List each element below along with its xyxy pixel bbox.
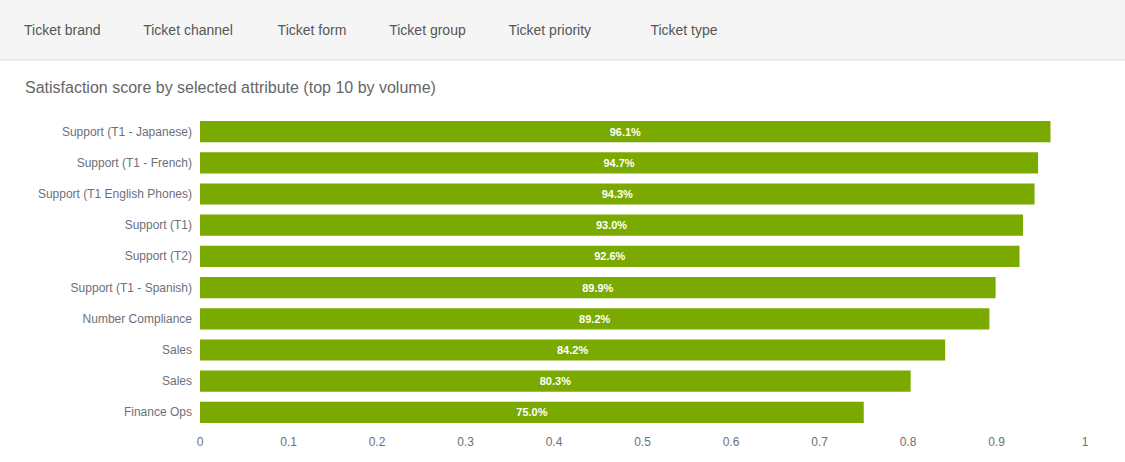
svg-text:89.2%: 89.2%	[579, 313, 610, 325]
svg-text:93.0%: 93.0%	[596, 219, 627, 231]
svg-text:0.3: 0.3	[457, 435, 474, 449]
svg-text:Finance Ops: Finance Ops	[124, 405, 192, 419]
svg-text:Ticket group: Ticket group	[389, 22, 466, 38]
svg-text:Satisfaction score by selected: Satisfaction score by selected attribute…	[25, 79, 436, 96]
svg-text:Support (T1): Support (T1)	[125, 218, 192, 232]
svg-text:Ticket priority: Ticket priority	[508, 22, 591, 38]
svg-text:75.0%: 75.0%	[516, 406, 547, 418]
svg-text:Ticket type: Ticket type	[650, 22, 717, 38]
svg-text:0.9: 0.9	[988, 435, 1005, 449]
svg-text:92.6%: 92.6%	[594, 250, 625, 262]
svg-text:Ticket form: Ticket form	[278, 22, 347, 38]
svg-text:94.3%: 94.3%	[602, 188, 633, 200]
svg-text:0.5: 0.5	[634, 435, 651, 449]
svg-text:0.2: 0.2	[369, 435, 386, 449]
svg-text:0.8: 0.8	[900, 435, 917, 449]
svg-text:89.9%: 89.9%	[582, 282, 613, 294]
svg-text:0: 0	[197, 435, 204, 449]
svg-text:0.6: 0.6	[723, 435, 740, 449]
svg-text:Sales: Sales	[162, 374, 192, 388]
svg-text:96.1%: 96.1%	[610, 126, 641, 138]
svg-text:Ticket channel: Ticket channel	[143, 22, 233, 38]
svg-text:0.4: 0.4	[546, 435, 563, 449]
svg-text:Ticket brand: Ticket brand	[24, 22, 101, 38]
svg-text:80.3%: 80.3%	[540, 375, 571, 387]
svg-text:Sales: Sales	[162, 343, 192, 357]
svg-text:0.1: 0.1	[280, 435, 297, 449]
svg-text:94.7%: 94.7%	[603, 157, 634, 169]
svg-text:Support (T1 English Phones): Support (T1 English Phones)	[38, 187, 192, 201]
svg-text:0.7: 0.7	[811, 435, 828, 449]
svg-text:Support (T2): Support (T2)	[125, 249, 192, 263]
svg-text:Number Compliance: Number Compliance	[83, 312, 193, 326]
svg-text:Support (T1 - Japanese): Support (T1 - Japanese)	[62, 125, 192, 139]
svg-text:Support (T1 - French): Support (T1 - French)	[77, 156, 192, 170]
svg-text:Support (T1 - Spanish): Support (T1 - Spanish)	[71, 281, 192, 295]
svg-text:1: 1	[1082, 435, 1089, 449]
svg-text:84.2%: 84.2%	[557, 344, 588, 356]
